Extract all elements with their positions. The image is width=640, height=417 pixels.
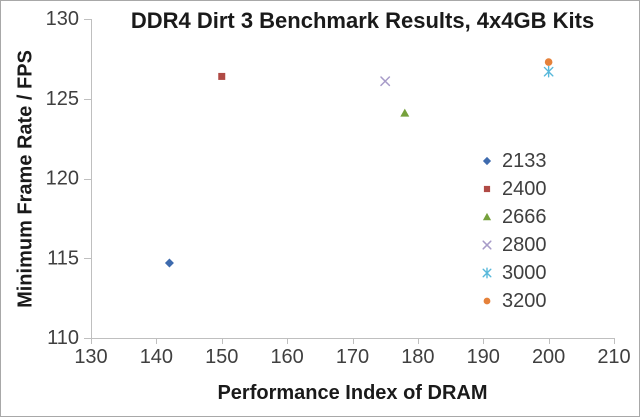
- x-tick-label: 200: [532, 346, 565, 368]
- legend-item-2666: 2666: [479, 203, 547, 231]
- legend-item-3000: 3000: [479, 259, 547, 287]
- x-tick-label: 190: [467, 346, 500, 368]
- legend-label: 2666: [502, 206, 547, 228]
- x-tick-label: 150: [205, 346, 238, 368]
- y-tick-label: 125: [46, 88, 79, 110]
- legend-marker: [483, 297, 491, 305]
- triangle-marker: [482, 212, 492, 221]
- star-marker: [482, 267, 492, 279]
- diamond-marker: [482, 156, 492, 166]
- x-tick-label: 180: [401, 346, 434, 368]
- triangle-marker: [400, 108, 410, 117]
- legend-label: 2133: [502, 150, 547, 172]
- legend-marker: [482, 156, 492, 166]
- x-marker: [380, 76, 391, 87]
- chart-title: DDR4 Dirt 3 Benchmark Results, 4x4GB Kit…: [130, 8, 595, 33]
- x-axis-title: Performance Index of DRAM: [217, 382, 488, 404]
- square-marker: [218, 72, 226, 80]
- y-tick-label: 115: [47, 247, 79, 269]
- x-marker: [482, 240, 492, 250]
- legend-item-2800: 2800: [479, 231, 547, 259]
- legend-item-3200: 3200: [479, 287, 547, 315]
- legend-label: 3200: [502, 290, 547, 312]
- legend-label: 3000: [502, 262, 547, 284]
- legend-label: 2400: [502, 178, 547, 200]
- legend-marker: [482, 212, 492, 221]
- square-marker: [483, 185, 491, 193]
- x-tick-label: 140: [140, 346, 173, 368]
- legend-label: 2800: [502, 234, 547, 256]
- y-tick-label: 130: [46, 8, 79, 30]
- legend: 2133 2400 2666 2800 3000 3200: [479, 147, 547, 315]
- circle-marker: [483, 297, 491, 305]
- y-tick-label: 110: [47, 327, 79, 349]
- star-marker: [543, 65, 554, 78]
- legend-item-2400: 2400: [479, 175, 547, 203]
- legend-item-2133: 2133: [479, 147, 547, 175]
- x-tick-label: 130: [74, 346, 107, 368]
- legend-marker: [482, 267, 492, 279]
- y-tick-label: 120: [46, 168, 79, 190]
- legend-marker: [483, 185, 491, 193]
- legend-marker: [482, 240, 492, 250]
- circle-marker: [544, 58, 553, 66]
- diamond-marker: [164, 258, 174, 268]
- x-tick-label: 160: [270, 346, 303, 368]
- x-tick-label: 210: [597, 346, 630, 368]
- x-tick-label: 170: [336, 346, 369, 368]
